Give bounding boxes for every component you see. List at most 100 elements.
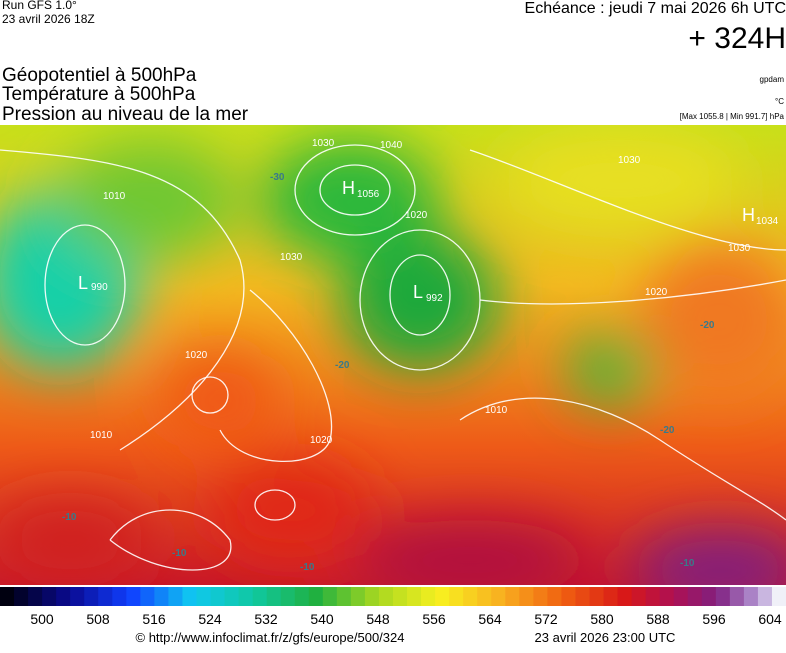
colorbar-cell — [70, 587, 85, 606]
colorbar-label: 548 — [366, 611, 390, 627]
isobar-label: 1040 — [380, 140, 403, 151]
colorbar-cell — [743, 587, 759, 606]
creation-time: 23 avril 2026 23:00 UTC — [535, 630, 676, 645]
colorbar-cell — [28, 587, 43, 606]
isobar-label: 1020 — [310, 435, 333, 446]
colorbar-label: 572 — [534, 611, 558, 627]
isotherm-label: -20 — [660, 425, 675, 436]
colorbar-label: 500 — [30, 611, 54, 627]
isotherm-label: -10 — [172, 548, 187, 559]
run-label: Run GFS 1.0° — [2, 0, 77, 12]
colorbar-cell — [266, 587, 282, 606]
isobar-label: 1030 — [312, 138, 335, 149]
colorbar-cell — [701, 587, 717, 606]
colorbar-cell — [252, 587, 268, 606]
colorbar-cell — [196, 587, 212, 606]
isotherm-label: -10 — [62, 512, 77, 523]
colorbar-cell — [603, 587, 619, 606]
colorbar-cell — [645, 587, 661, 606]
colorbar-cell — [435, 587, 450, 606]
colorbar-cell — [182, 587, 197, 606]
colorbar-cell — [505, 587, 520, 606]
colorbar-cell — [308, 587, 324, 606]
isobar-label: 1020 — [405, 210, 428, 221]
colorbar-cell — [729, 587, 745, 606]
pressure-center: H — [742, 205, 755, 225]
colorbar-label: 604 — [758, 611, 782, 627]
colorbar-cell — [42, 587, 57, 606]
colorbar-cell — [673, 587, 689, 606]
colorbar-cell — [757, 587, 773, 606]
colorbar-cell — [659, 587, 675, 606]
isobar-label: 1010 — [103, 191, 126, 202]
isobar-label: 1030 — [728, 243, 751, 254]
colorbar-cell — [322, 587, 338, 606]
pressure-center: H — [342, 178, 355, 198]
colorbar-cell — [421, 587, 436, 606]
colorbar-cell — [126, 587, 141, 606]
colorbar-cell — [631, 587, 647, 606]
colorbar-cell — [477, 587, 492, 606]
pressure-value: 1034 — [756, 216, 779, 227]
colorbar-cell — [350, 587, 366, 606]
colorbar-label: 508 — [86, 611, 110, 627]
colorbar-cell — [491, 587, 506, 606]
colorbar-cell — [393, 587, 408, 606]
colorbar-cell — [336, 587, 352, 606]
colorbar-cell — [14, 587, 29, 606]
colorbar-cell — [561, 587, 576, 606]
isotherm-label: -10 — [300, 562, 315, 573]
colorbar-cell — [364, 587, 380, 606]
run-date: 23 avril 2026 18Z — [2, 12, 95, 26]
colorbar-cell — [210, 587, 226, 606]
isotherm-label: -20 — [335, 360, 350, 371]
colorbar-label: 588 — [646, 611, 670, 627]
pressure-center: L — [413, 282, 423, 302]
map: H 1056 L 990 L 992 H 1034 1010 1020 1010… — [0, 125, 786, 585]
colorbar-cell — [238, 587, 254, 606]
colorbar-cell — [56, 587, 71, 606]
pressure-value: 990 — [91, 282, 108, 293]
isotherm-label: -20 — [700, 320, 715, 331]
colorbar-cell — [84, 587, 99, 606]
pressure-value: 1056 — [357, 189, 380, 200]
colorbar-cell — [589, 587, 605, 606]
isotherm-label: -30 — [270, 172, 285, 183]
pressure-value: 992 — [426, 293, 443, 304]
colorbar-cell — [715, 587, 731, 606]
colorbar-cell — [98, 587, 113, 606]
colorbar-cell — [463, 587, 478, 606]
colorbar-cell — [771, 587, 786, 606]
title-line: Température à 500hPa — [2, 84, 196, 105]
colorbar-cell — [168, 587, 183, 606]
isobar-label: 1030 — [280, 252, 303, 263]
colorbar-cell — [224, 587, 240, 606]
colorbar-label: 580 — [590, 611, 614, 627]
colorbar-label: 556 — [422, 611, 446, 627]
colorbar-cell — [154, 587, 169, 606]
isobar-label: 1030 — [618, 155, 641, 166]
colorbar-cell — [617, 587, 633, 606]
unit-label: gpdam — [760, 75, 785, 84]
pressure-center: L — [78, 273, 88, 293]
colorbar-cell — [0, 587, 15, 606]
colorbar-cell — [547, 587, 562, 606]
isotherm-label: -10 — [680, 558, 695, 569]
colorbar-label: 532 — [254, 611, 278, 627]
colorbar-cell — [449, 587, 464, 606]
unit-label: °C — [775, 97, 784, 106]
colorbar-cell — [378, 587, 394, 606]
isobar-label: 1020 — [645, 287, 668, 298]
colorbar-label: 524 — [198, 611, 222, 627]
valid-time: Echéance : jeudi 7 mai 2026 6h UTC — [525, 0, 786, 17]
lead-time: + 324H — [688, 22, 786, 55]
colorbar-cell — [407, 587, 422, 606]
isobar-label: 1020 — [185, 350, 208, 361]
colorbar-cell — [294, 587, 310, 606]
isobar-label: 1010 — [485, 405, 508, 416]
colorbar-label: 564 — [478, 611, 502, 627]
title-line: Géopotentiel à 500hPa — [2, 65, 197, 86]
source-credit: © http://www.infoclimat.fr/z/gfs/europe/… — [136, 630, 405, 645]
colorbar: 500 508 516 524 532 540 548 556 564 572 580 588 596 6… — [0, 587, 786, 627]
